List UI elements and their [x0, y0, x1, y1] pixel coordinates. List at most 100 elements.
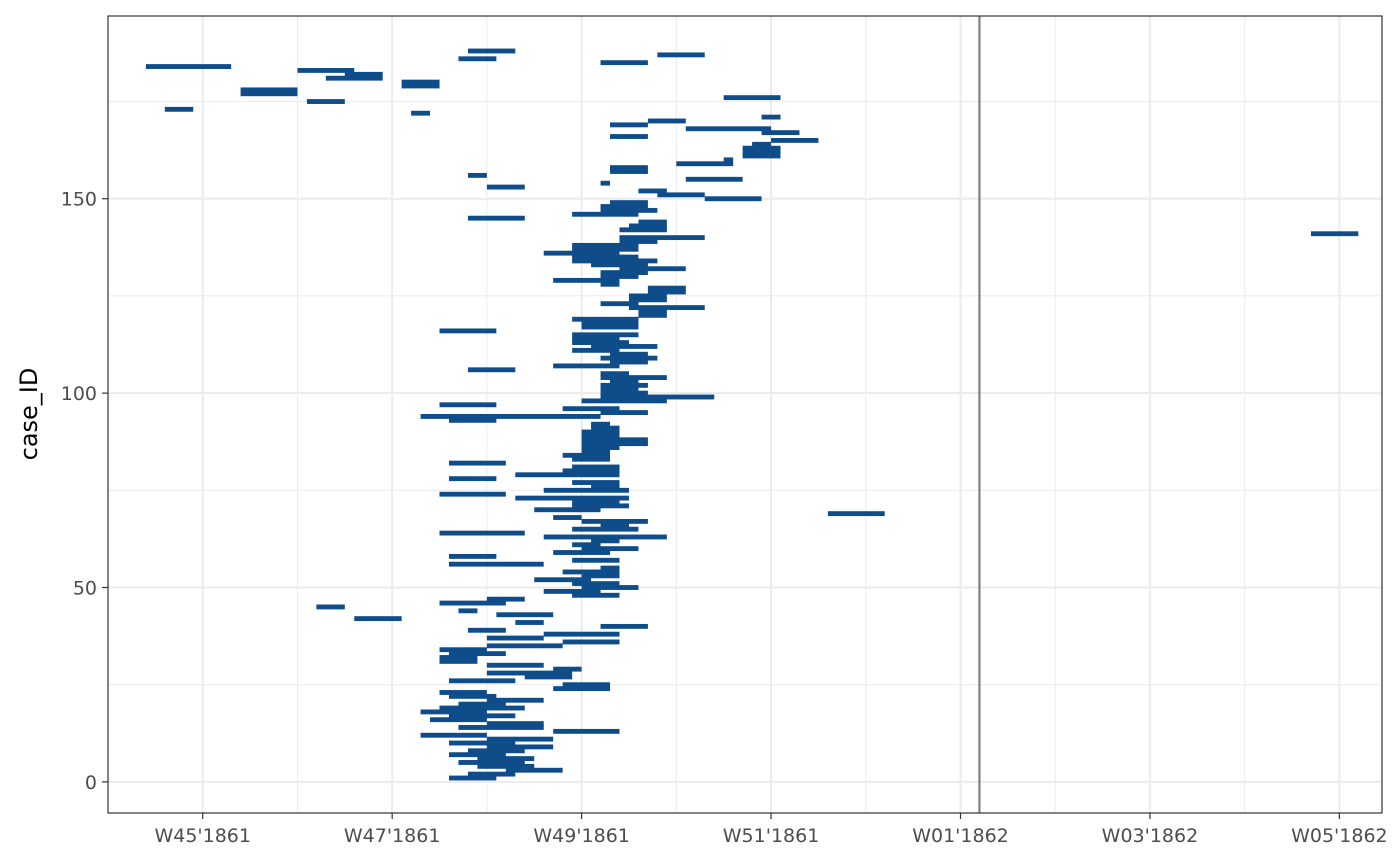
- case-segment: [439, 402, 497, 408]
- case-segment: [411, 110, 431, 116]
- case-segment: [610, 165, 648, 171]
- x-tick-label: W49'1861: [533, 825, 630, 847]
- x-axis: W45'1861 W47'1861 W49'1861 W51'1861 W01'1862…: [154, 813, 1388, 847]
- case-segment: [439, 328, 497, 334]
- case-segment: [600, 60, 648, 66]
- case-segment: [572, 464, 620, 470]
- case-segment: [619, 227, 667, 233]
- case-segment: [477, 756, 535, 761]
- case-segment: [600, 386, 639, 392]
- case-segment: [657, 192, 705, 198]
- case-segment: [581, 437, 648, 443]
- case-segment: [638, 188, 667, 194]
- x-tick-label: W05'1862: [1291, 825, 1388, 847]
- case-segment: [458, 760, 525, 765]
- x-tick-label: W03'1862: [1102, 825, 1199, 847]
- case-segment: [515, 495, 629, 501]
- case-segment: [553, 363, 620, 369]
- case-segment: [439, 600, 506, 606]
- case-segment: [647, 285, 686, 291]
- case-segment: [240, 87, 298, 93]
- case-segment: [420, 732, 487, 738]
- case-segment: [704, 196, 762, 202]
- case-segment: [439, 647, 487, 653]
- case-segment: [581, 546, 639, 552]
- case-segment: [486, 736, 554, 742]
- case-segment: [354, 616, 402, 622]
- case-segment: [553, 666, 582, 672]
- case-segment: [572, 246, 639, 252]
- case-segment: [486, 643, 563, 649]
- case-segment: [572, 557, 620, 563]
- case-segment: [610, 351, 648, 357]
- case-segment: [439, 530, 525, 536]
- case-segment: [572, 581, 620, 587]
- case-segment: [534, 577, 592, 583]
- case-segment: [628, 297, 667, 303]
- case-segment: [449, 460, 506, 466]
- case-segment: [581, 573, 620, 579]
- case-segment: [562, 452, 611, 458]
- case-segment: [524, 674, 573, 680]
- case-segment: [505, 767, 563, 773]
- case-segment: [591, 421, 611, 427]
- y-tick-label: 0: [85, 772, 97, 794]
- case-segment: [600, 270, 648, 276]
- case-segment: [467, 48, 516, 54]
- case-segment: [610, 169, 648, 174]
- case-segment: [515, 620, 544, 625]
- case-segment: [534, 507, 601, 513]
- case-segment: [401, 79, 440, 85]
- case-segment: [581, 324, 639, 330]
- case-segment: [600, 410, 648, 415]
- panel-border: [107, 15, 1383, 814]
- case-segment: [600, 382, 648, 388]
- case-segment: [600, 394, 715, 400]
- case-segment: [581, 320, 639, 326]
- case-segment: [553, 728, 620, 734]
- case-segment: [439, 690, 487, 695]
- case-segment: [771, 137, 819, 143]
- plot-panel: [108, 16, 1382, 813]
- case-segment: [761, 130, 800, 136]
- y-tick-label: 50: [73, 578, 97, 600]
- case-segment: [610, 379, 639, 384]
- case-segment: [420, 709, 487, 715]
- x-tick-label: W47'1861: [344, 825, 441, 847]
- case-segment: [449, 752, 506, 758]
- case-segment: [572, 316, 639, 322]
- case-segment: [553, 686, 611, 692]
- case-segment: [486, 697, 544, 703]
- case-segment: [477, 763, 535, 769]
- case-segment: [562, 406, 620, 412]
- case-segment: [572, 592, 620, 598]
- case-segment: [610, 122, 648, 128]
- case-segment: [591, 538, 620, 544]
- case-segment: [581, 449, 611, 454]
- case-segment: [439, 705, 525, 711]
- case-segment: [572, 211, 639, 217]
- case-segment: [572, 336, 620, 342]
- case-segment: [562, 639, 620, 645]
- case-segment: [647, 118, 686, 124]
- case-segment: [572, 258, 658, 264]
- case-segment: [439, 491, 506, 497]
- case-segment: [600, 274, 639, 279]
- case-segment: [638, 219, 667, 225]
- case-segment: [572, 340, 629, 346]
- case-segment: [486, 184, 525, 190]
- case-segment: [458, 608, 478, 614]
- case-segment: [449, 651, 506, 657]
- case-segment: [449, 553, 497, 559]
- case-segment: [581, 585, 639, 590]
- case-segment: [591, 483, 620, 489]
- case-segment: [591, 262, 648, 268]
- case-segment: [562, 569, 620, 575]
- case-segment: [439, 655, 478, 660]
- case-segment: [486, 596, 525, 602]
- x-tick-label: W51'1861: [723, 825, 820, 847]
- case-segment: [572, 503, 629, 509]
- case-segment: [572, 542, 601, 548]
- case-segment: [420, 414, 601, 419]
